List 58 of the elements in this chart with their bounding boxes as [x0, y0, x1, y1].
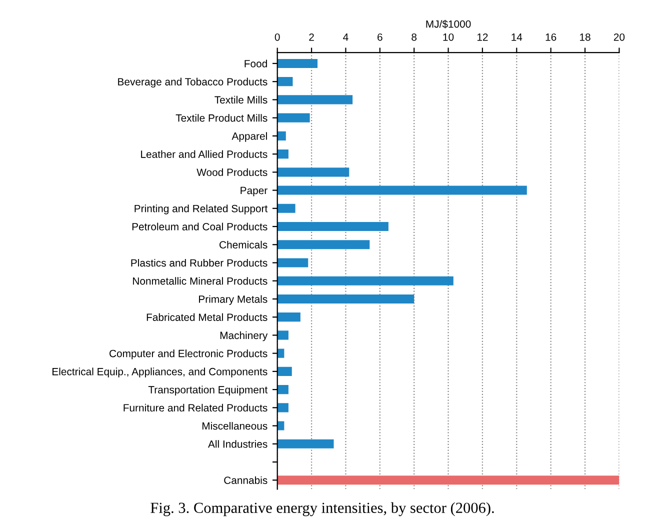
x-tick-label: 8: [412, 33, 417, 41]
y-tick-label: Textile Product Mills: [176, 114, 268, 122]
bar: [277, 186, 527, 195]
bar: [277, 385, 288, 394]
y-tick-label: Primary Metals: [199, 295, 268, 305]
bar: [277, 312, 300, 322]
bar: [277, 276, 454, 286]
y-tick-label: All Industries: [208, 440, 268, 448]
y-tick-label: Computer and Electronic Products: [110, 350, 268, 360]
x-tick-label: 4: [343, 34, 348, 41]
y-tick-label: Food: [244, 60, 267, 68]
bar: [277, 366, 292, 376]
y-tick-label: Fabricated Metal Products: [146, 313, 268, 321]
x-tick-label: 18: [580, 33, 590, 41]
bar: [277, 294, 414, 304]
y-tick-label: Furniture and Related Products: [124, 404, 268, 412]
y-tick-label: Apparel: [232, 132, 267, 142]
bar: [277, 113, 310, 122]
y-tick-label: Chemicals: [220, 240, 268, 248]
y-tick-label: Paper: [240, 186, 268, 196]
bar: [277, 258, 308, 268]
bar: [277, 439, 334, 448]
x-tick-label: 2: [309, 33, 314, 41]
bar: [277, 168, 350, 177]
x-tick-label: 12: [477, 33, 488, 41]
y-tick-label: Wood Products: [196, 168, 268, 176]
x-tick-label: 20: [614, 33, 625, 41]
caption: Fig. 3. Comparative energy intensities, by sector (2006).: [150, 502, 494, 516]
y-tick-label: Beverage and Tobacco Products: [118, 78, 268, 88]
y-tick-label: Machinery: [220, 331, 268, 342]
bar: [277, 95, 353, 104]
x-tick-label: 14: [512, 34, 522, 41]
x-tick-label: 10: [443, 33, 454, 41]
bar: [277, 330, 288, 340]
y-tick-label: Transportation Equipment: [148, 386, 268, 396]
bar: [277, 403, 288, 412]
bar: [277, 476, 620, 485]
bar: [277, 421, 284, 430]
bar: [277, 240, 370, 250]
x-tick-label: 16: [546, 33, 556, 41]
bar: [277, 150, 288, 159]
bar: [277, 222, 388, 232]
bar: [277, 58, 318, 68]
bar: [277, 204, 296, 213]
y-tick-label: Printing and Related Support: [134, 204, 268, 214]
x-axis-title: MJ/$1000: [426, 20, 471, 28]
y-tick-label: Nonmetallic Mineral Products: [133, 277, 268, 285]
bar: [277, 77, 293, 86]
x-tick-label: 0: [274, 33, 280, 41]
x-tick-label: 6: [378, 33, 382, 41]
y-tick-label: Miscellaneous: [202, 422, 268, 430]
y-tick-label: Plastics and Rubber Products: [131, 258, 268, 267]
y-tick-label: Leather and Allied Products: [141, 150, 268, 158]
y-tick-label: Cannabis: [224, 476, 268, 484]
y-tick-label: Textile Mills: [214, 96, 268, 104]
y-tick-label: Petroleum and Coal Products: [132, 222, 268, 230]
bar: [277, 131, 286, 140]
y-tick-label: Electrical Equip., Appliances, and Components: [52, 368, 268, 378]
